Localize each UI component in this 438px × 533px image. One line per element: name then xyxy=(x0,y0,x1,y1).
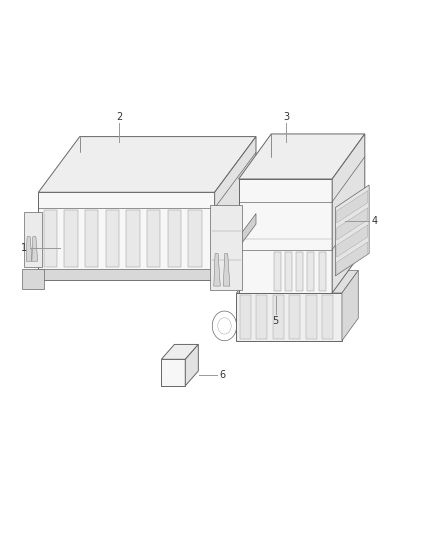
Polygon shape xyxy=(85,210,99,267)
Polygon shape xyxy=(322,295,333,338)
Polygon shape xyxy=(336,185,369,276)
Polygon shape xyxy=(273,295,284,338)
Polygon shape xyxy=(319,252,326,291)
Polygon shape xyxy=(64,210,78,267)
Polygon shape xyxy=(168,210,181,267)
Polygon shape xyxy=(39,269,215,280)
Polygon shape xyxy=(237,270,358,293)
Polygon shape xyxy=(106,210,119,267)
Polygon shape xyxy=(332,134,365,293)
Polygon shape xyxy=(285,252,292,291)
Polygon shape xyxy=(126,210,140,267)
Polygon shape xyxy=(223,254,230,286)
Text: 5: 5 xyxy=(272,316,279,326)
Polygon shape xyxy=(337,208,368,240)
Text: 6: 6 xyxy=(219,370,225,380)
Polygon shape xyxy=(22,269,44,289)
Polygon shape xyxy=(24,212,42,266)
Polygon shape xyxy=(161,344,198,359)
Polygon shape xyxy=(296,252,303,291)
Polygon shape xyxy=(337,191,368,223)
Polygon shape xyxy=(290,295,300,338)
Text: 2: 2 xyxy=(116,112,122,122)
Polygon shape xyxy=(147,210,160,267)
Polygon shape xyxy=(39,192,215,280)
Polygon shape xyxy=(256,295,267,338)
Polygon shape xyxy=(44,210,57,267)
Polygon shape xyxy=(273,252,280,291)
Polygon shape xyxy=(306,295,317,338)
Polygon shape xyxy=(210,205,242,290)
Polygon shape xyxy=(237,293,342,341)
Polygon shape xyxy=(307,252,314,291)
Polygon shape xyxy=(188,210,202,267)
Polygon shape xyxy=(337,225,368,257)
Polygon shape xyxy=(214,254,220,286)
Polygon shape xyxy=(161,359,185,386)
Polygon shape xyxy=(215,136,256,280)
Text: 3: 3 xyxy=(283,112,290,122)
Polygon shape xyxy=(32,237,38,261)
Text: 1: 1 xyxy=(21,243,28,253)
Polygon shape xyxy=(239,179,332,293)
Polygon shape xyxy=(39,136,256,192)
Polygon shape xyxy=(240,295,251,338)
Polygon shape xyxy=(26,237,32,261)
Polygon shape xyxy=(337,242,368,274)
Polygon shape xyxy=(215,214,256,280)
Text: 4: 4 xyxy=(371,216,378,227)
Polygon shape xyxy=(239,134,365,179)
Polygon shape xyxy=(185,344,198,386)
Polygon shape xyxy=(342,270,358,341)
